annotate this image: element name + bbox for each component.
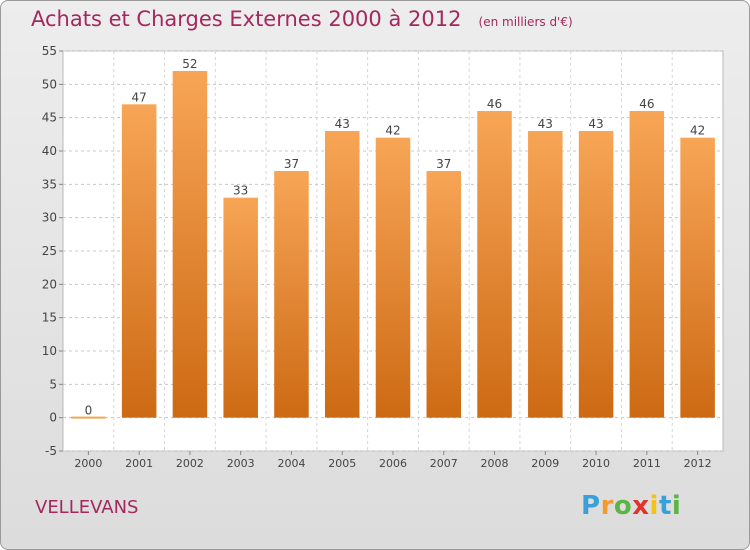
data-label: 43	[538, 117, 553, 131]
bar	[223, 197, 258, 418]
bar	[274, 171, 309, 418]
commune-name: VELLEVANS	[35, 497, 139, 518]
y-tick-label: 30	[42, 211, 57, 225]
bar	[528, 131, 563, 418]
data-label: 46	[487, 97, 502, 111]
data-label: 37	[436, 157, 451, 171]
y-tick-label: 20	[42, 277, 57, 291]
logo-letter: o	[613, 491, 633, 521]
data-label: 42	[690, 124, 705, 138]
x-tick-label: 2002	[176, 457, 204, 470]
logo-letter: i	[671, 491, 682, 521]
x-tick-label: 2004	[277, 457, 305, 470]
x-tick-label: 2001	[125, 457, 153, 470]
bar	[426, 171, 462, 418]
proxiti-logo: Proxiti	[581, 491, 681, 521]
chart-title-row: Achats et Charges Externes 2000 à 2012 (…	[31, 7, 573, 31]
data-label: 0	[85, 404, 93, 418]
bar	[629, 111, 665, 418]
y-tick-label: 55	[42, 44, 57, 58]
bar	[680, 137, 715, 418]
x-tick-label: 2010	[582, 457, 610, 470]
bar	[324, 131, 360, 418]
logo-letter: i	[649, 491, 659, 521]
data-label: 37	[284, 157, 299, 171]
y-tick-label: 25	[42, 244, 57, 258]
data-label: 42	[385, 124, 400, 138]
logo-letter: r	[600, 491, 614, 521]
bar	[121, 104, 157, 418]
y-tick-label: -5	[45, 444, 57, 458]
data-label: 33	[233, 184, 248, 198]
logo-letter: t	[658, 491, 672, 521]
x-tick-label: 2008	[481, 457, 509, 470]
x-tick-label: 2011	[633, 457, 661, 470]
data-label: 43	[588, 117, 603, 131]
x-tick-label: 2003	[227, 457, 255, 470]
bar	[477, 111, 512, 418]
y-tick-label: 5	[49, 377, 57, 391]
x-tick-label: 2006	[379, 457, 407, 470]
bar-layer	[71, 71, 715, 419]
bar	[578, 131, 614, 418]
y-tick-label: 50	[42, 77, 57, 91]
y-tick-label: 45	[42, 111, 57, 125]
x-tick-label: 2012	[684, 457, 712, 470]
y-tick-label: 40	[42, 144, 57, 158]
x-tick-label: 2009	[531, 457, 559, 470]
logo-letter: x	[632, 491, 650, 521]
x-tick-label: 2007	[430, 457, 458, 470]
y-tick-label: 0	[49, 411, 57, 425]
x-tick-label: 2000	[74, 457, 102, 470]
data-label: 43	[335, 117, 350, 131]
label-layer: -5 0 5 10 15 20 25 30 35 40 45 50 55 0 2000 47 2001 52 200…	[42, 44, 712, 470]
y-tick-label: 35	[42, 177, 57, 191]
data-label: 46	[639, 97, 654, 111]
y-tick-label: 10	[42, 344, 57, 358]
data-label: 52	[182, 57, 197, 71]
chart-title: Achats et Charges Externes 2000 à 2012	[31, 7, 462, 31]
x-tick-label: 2005	[328, 457, 356, 470]
bar	[375, 137, 411, 418]
chart-subtitle: (en milliers d'€)	[478, 15, 573, 29]
logo-letter: P	[581, 491, 601, 521]
data-label: 47	[132, 90, 147, 104]
y-tick-label: 15	[42, 311, 57, 325]
bar	[172, 71, 208, 418]
